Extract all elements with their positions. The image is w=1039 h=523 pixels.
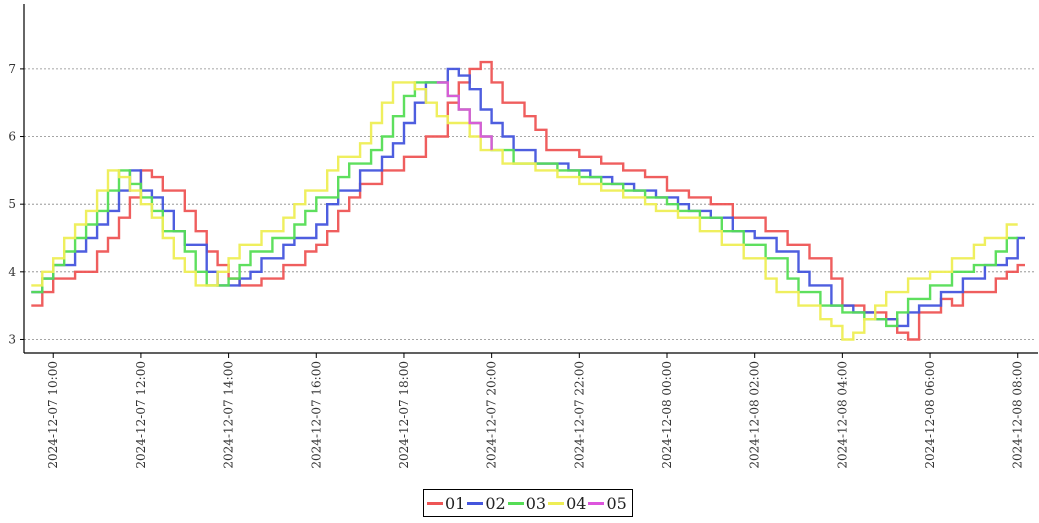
legend-item: 01 xyxy=(427,494,465,513)
legend-label: 05 xyxy=(606,493,627,513)
legend-swatch xyxy=(507,501,524,505)
legend-item: 04 xyxy=(548,494,586,513)
x-tick-label: 2024-12-08 08:00 xyxy=(1011,361,1025,469)
y-tick-label: 7 xyxy=(8,62,16,76)
legend-item: 03 xyxy=(507,493,547,513)
x-tick-label: 2024-12-07 16:00 xyxy=(309,361,323,469)
legend-label: 04 xyxy=(566,493,587,513)
series-line-04 xyxy=(31,81,1018,341)
x-tick-label: 2024-12-08 04:00 xyxy=(835,361,849,469)
legend-swatch xyxy=(467,501,484,505)
x-tick-label: 2024-12-08 02:00 xyxy=(748,361,762,469)
legend-swatch xyxy=(427,501,443,505)
legend-label: 02 xyxy=(485,493,506,513)
legend: 01 02 03 04 05 xyxy=(423,489,633,517)
legend-swatch xyxy=(548,501,565,505)
series-line-05 xyxy=(436,81,493,151)
x-tick-label: 2024-12-07 22:00 xyxy=(572,361,586,469)
legend-label: 03 xyxy=(525,493,547,513)
y-tick-label: 3 xyxy=(8,332,16,346)
legend-item: 02 xyxy=(467,493,506,513)
x-tick-label: 2024-12-07 14:00 xyxy=(222,361,236,469)
x-tick-label: 2024-12-07 18:00 xyxy=(397,361,411,469)
y-tick-label: 4 xyxy=(8,265,16,279)
series-line-01 xyxy=(31,60,1025,341)
x-tick-label: 2024-12-08 00:00 xyxy=(660,361,674,469)
x-tick-label: 2024-12-07 12:00 xyxy=(134,361,148,469)
legend-item: 05 xyxy=(588,493,627,513)
series-line-02 xyxy=(31,67,1025,328)
x-tick-label: 2024-12-07 20:00 xyxy=(485,361,499,469)
legend-label: 01 xyxy=(445,493,466,513)
x-tick-label: 2024-12-08 06:00 xyxy=(923,361,937,469)
x-tick-label: 2024-12-07 10:00 xyxy=(46,361,60,469)
y-tick-label: 6 xyxy=(8,130,16,144)
legend-swatch xyxy=(588,501,605,505)
y-tick-label: 5 xyxy=(8,197,16,211)
